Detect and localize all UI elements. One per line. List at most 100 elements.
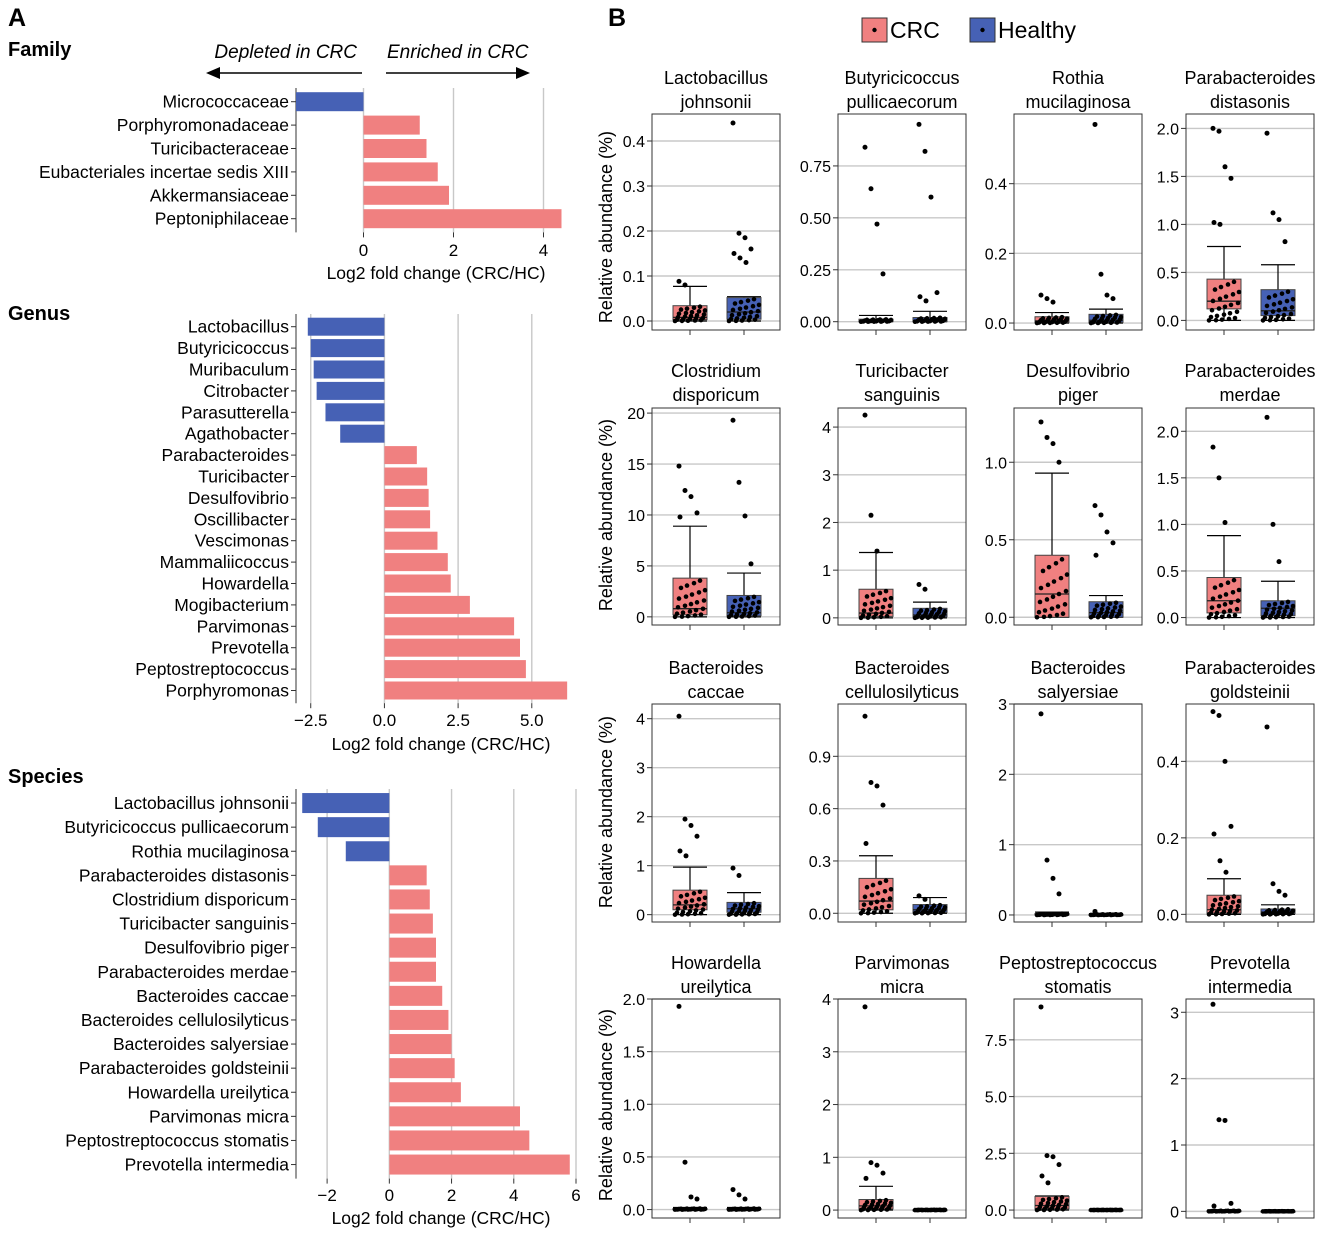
category-label: Parabacteroides merdae xyxy=(97,962,289,982)
y-tick-label: 3 xyxy=(1170,1005,1179,1022)
data-point-healthy xyxy=(1277,300,1283,306)
data-point-healthy xyxy=(1090,1207,1096,1213)
box-panel-title-line-2: merdae xyxy=(1219,385,1280,405)
x-tick-label: 0 xyxy=(385,1186,394,1205)
x-axis-label: Log2 fold change (CRC/HC) xyxy=(327,263,546,283)
y-tick-label: 1.0 xyxy=(623,1097,645,1114)
data-point-crc xyxy=(1236,587,1242,593)
data-point-crc xyxy=(700,1207,706,1212)
outlier-point-crc xyxy=(1044,857,1050,863)
data-point-healthy xyxy=(741,315,747,321)
data-point-crc xyxy=(1221,909,1227,914)
data-point-healthy xyxy=(1107,601,1113,607)
box-panel: Clostridium disporicum 0 5 10 15 20 xyxy=(627,361,781,630)
outlier-point-healthy xyxy=(1110,540,1116,546)
outlier-point-crc xyxy=(1050,299,1056,305)
data-point-crc xyxy=(1208,314,1214,320)
data-point-crc xyxy=(886,1205,892,1211)
data-point-healthy xyxy=(1270,309,1276,314)
data-point-healthy xyxy=(1116,1207,1122,1213)
outlier-point-healthy xyxy=(922,586,928,592)
box-panel-title-line-2: ureilytica xyxy=(680,977,752,997)
data-point-crc xyxy=(875,890,881,896)
data-point-crc xyxy=(687,609,693,614)
box-panel: Bacteroides cellulosilyticus 0.0 0.3 0.6 0.9 xyxy=(809,658,967,927)
data-point-healthy xyxy=(922,908,928,914)
box-panel-title-line-2: mucilaginosa xyxy=(1025,92,1131,112)
data-point-crc xyxy=(700,907,706,912)
outlier-point-crc xyxy=(1050,1154,1056,1160)
data-point-healthy xyxy=(1286,316,1292,321)
category-label: Bacteroides salyersiae xyxy=(113,1034,289,1054)
data-point-healthy xyxy=(746,613,752,619)
data-point-crc xyxy=(693,607,699,613)
data-point-healthy xyxy=(1116,611,1122,617)
data-point-crc xyxy=(1208,910,1214,916)
data-point-healthy xyxy=(919,615,925,621)
data-point-crc xyxy=(702,895,708,901)
y-tick-label: 0.4 xyxy=(985,177,1007,194)
data-point-crc xyxy=(1217,296,1223,302)
data-point-healthy xyxy=(1098,610,1104,616)
data-point-crc xyxy=(697,578,703,583)
data-point-healthy xyxy=(755,308,761,314)
y-tick-label: 0.5 xyxy=(623,1150,645,1167)
y-tick-label: 0.5 xyxy=(985,533,1007,550)
box-panel-title-line-1: Prevotella xyxy=(1210,953,1291,973)
data-point-crc xyxy=(1236,898,1242,904)
data-point-crc xyxy=(1062,602,1068,607)
data-point-healthy xyxy=(1090,320,1096,325)
data-point-crc xyxy=(887,603,893,609)
box-panel-title-line-2: stomatis xyxy=(1044,977,1111,997)
x-tick-label: 0 xyxy=(359,241,368,260)
ylabel-row-2: Relative abundance (%) xyxy=(596,419,616,611)
y-tick-label: 0 xyxy=(998,908,1007,925)
outlier-point-healthy xyxy=(1282,892,1288,898)
data-point-healthy xyxy=(737,306,743,312)
y-tick-label: 2 xyxy=(822,1098,831,1115)
outlier-point-crc xyxy=(1044,434,1050,440)
data-point-crc xyxy=(1053,911,1059,917)
data-point-healthy xyxy=(748,309,754,315)
box-panel-title-line-2: distasonis xyxy=(1210,92,1290,112)
data-point-healthy xyxy=(1108,320,1114,326)
data-point-healthy xyxy=(1288,910,1294,916)
outlier-point-healthy xyxy=(736,479,742,485)
category-label: Turicibacteraceae xyxy=(151,139,289,159)
outlier-point-healthy xyxy=(923,298,929,304)
data-point-crc xyxy=(877,317,883,322)
data-point-crc xyxy=(1228,302,1234,308)
data-point-crc xyxy=(1036,912,1042,918)
data-point-crc xyxy=(864,594,870,599)
bar xyxy=(384,617,515,636)
category-label: Parabacteroides goldsteinii xyxy=(79,1058,289,1078)
data-point-crc xyxy=(874,606,880,611)
y-tick-label: 1.0 xyxy=(1157,517,1179,534)
data-point-healthy xyxy=(918,316,924,321)
category-label: Butyricicoccus pullicaecorum xyxy=(64,817,289,837)
data-point-healthy xyxy=(1279,1208,1285,1214)
x-tick-label: 6 xyxy=(571,1186,580,1205)
data-point-healthy xyxy=(1282,306,1288,312)
y-tick-label: 0.4 xyxy=(1157,754,1179,771)
data-point-crc xyxy=(1046,1196,1052,1202)
outlier-point-crc xyxy=(1210,125,1216,131)
y-tick-label: 4 xyxy=(822,992,831,1009)
outlier-point-crc xyxy=(1210,1001,1216,1007)
outlier-point-crc xyxy=(874,1162,880,1168)
data-point-healthy xyxy=(1266,295,1272,300)
data-point-healthy xyxy=(742,607,748,613)
data-point-crc xyxy=(1044,1203,1050,1209)
y-tick-label: 0.5 xyxy=(1157,265,1179,282)
data-point-healthy xyxy=(1103,1207,1109,1213)
data-point-crc xyxy=(1231,894,1237,899)
box-panel: Turicibacter sanguinis 0 1 2 3 4 xyxy=(822,361,967,630)
outlier-point-healthy xyxy=(742,235,748,241)
data-point-healthy xyxy=(1092,607,1098,613)
data-point-crc xyxy=(1044,597,1050,602)
data-point-healthy xyxy=(745,595,751,601)
data-point-crc xyxy=(682,603,688,609)
bar xyxy=(384,681,568,700)
y-tick-label: 0.3 xyxy=(809,854,831,871)
